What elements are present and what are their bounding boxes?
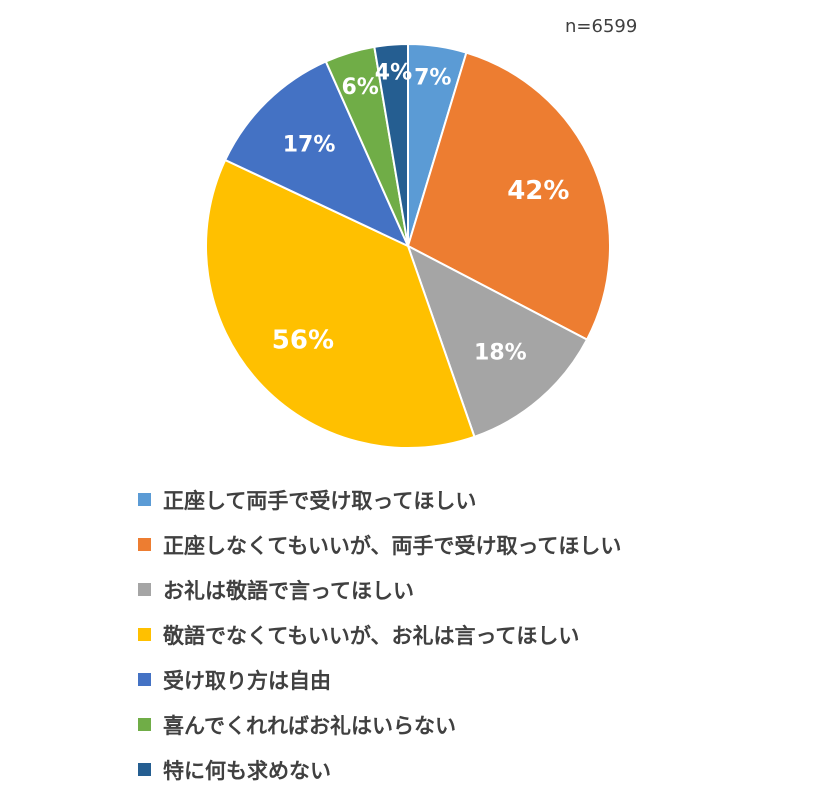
legend-item: 敬語でなくてもいいが、お礼は言ってほしい [138,612,621,657]
legend-label: お礼は敬語で言ってほしい [163,578,414,603]
legend-label: 正座して両手で受け取ってほしい [163,488,477,513]
legend-item: 正座して両手で受け取ってほしい [138,477,621,522]
legend-label: 敬語でなくてもいいが、お礼は言ってほしい [163,623,580,648]
pie-slice [223,60,411,249]
slice-value-label: 42% [507,176,569,206]
legend-item: 受け取り方は自由 [138,657,621,702]
legend-item: お礼は敬語で言ってほしい [138,567,621,612]
pie-slice [406,51,611,341]
slice-value-label: 17% [283,132,336,157]
legend-label: 受け取り方は自由 [163,668,331,693]
legend-item: 特に何も求めない [138,747,621,792]
slice-value-label: 56% [272,326,334,356]
legend-swatch [138,628,151,641]
legend-swatch [138,493,151,506]
sample-size-annotation: n=6599 [565,16,638,37]
pie-slice [406,243,589,439]
slice-value-label: 18% [474,341,527,366]
slice-value-label: 4% [375,60,412,85]
legend-swatch [138,538,151,551]
pie-slice [205,158,476,449]
legend-label: 正座しなくてもいいが、両手で受け取ってほしい [163,533,622,558]
legend-label: 喜んでくれればお礼はいらない [163,713,456,738]
legend-swatch [138,718,151,731]
legend: 正座して両手で受け取ってほしい正座しなくてもいいが、両手で受け取ってほしい お礼は… [138,477,621,792]
legend-swatch [138,583,151,596]
legend-swatch [138,763,151,776]
pie-slice [373,42,409,247]
pie-plot: 7% 42% 18% 56% 17% 6%4% [205,42,611,449]
legend-item: 喜んでくれればお礼はいらない [138,702,621,747]
legend-swatch [138,673,151,686]
legend-label: 特に何も求めない [163,758,331,783]
slice-value-label: 6% [341,75,378,100]
slice-value-label: 7% [414,66,451,91]
legend-item: 正座しなくてもいいが、両手で受け取ってほしい [138,522,621,567]
